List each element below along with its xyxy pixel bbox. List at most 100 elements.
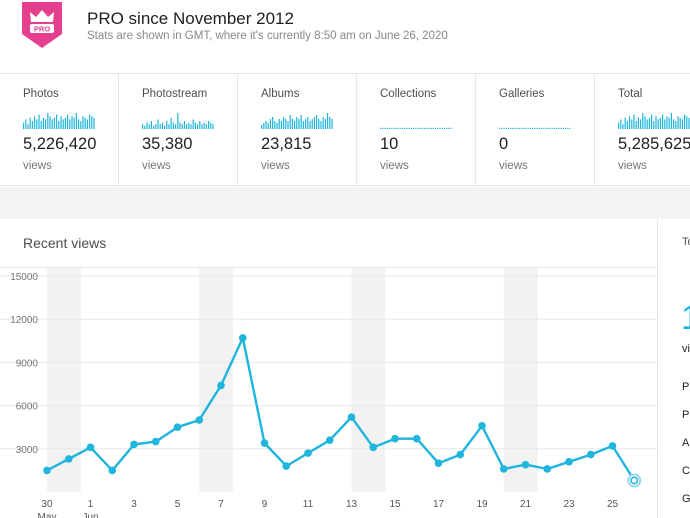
stat-card-galleries[interactable]: Galleries 0 views [476,74,595,186]
x-tick-label: 5 [175,499,181,510]
spark-bar [82,116,84,129]
spark-bar [406,127,408,129]
stat-card-albums[interactable]: Albums 23,815 views [238,74,357,186]
x-tick-label: 3 [131,499,137,510]
data-point[interactable] [282,462,291,470]
stat-card-photos[interactable]: Photos 5,226,420 views [0,74,119,186]
spark-bar [536,127,538,129]
spark-bar [49,116,51,129]
data-point[interactable] [434,459,443,467]
data-point[interactable] [608,442,617,450]
recent-views-panel: Recent views 3000 6000 9000 12000 15000 30 May… [0,219,658,518]
spark-bar [450,127,452,129]
spark-bar [545,127,547,129]
spark-bar [67,114,69,129]
spark-bar [404,127,406,129]
spark-bar [291,119,293,129]
source-item[interactable]: P [682,381,690,393]
spark-bar [164,125,166,129]
spark-bar [655,116,657,129]
pro-crown-badge-icon: PRO [22,2,62,48]
spark-bar [503,127,505,129]
x-tick-label: 19 [476,499,488,510]
spark-bar [194,122,196,129]
spark-bar [289,115,291,129]
spark-bar [417,127,419,129]
stat-card-photostream[interactable]: Photostream 35,380 views [119,74,238,186]
spark-bar [34,116,36,129]
spark-bar [287,121,289,129]
spark-bar [516,127,518,129]
spark-bar [159,124,161,129]
spark-bar [36,119,38,129]
spark-bar [618,122,620,129]
spark-bar [203,122,205,129]
data-point[interactable] [86,443,95,452]
data-point[interactable] [521,460,530,469]
spark-bar [664,119,666,129]
spark-bar [399,127,401,129]
data-point[interactable] [456,450,465,459]
x-tick-label: 21 [520,499,532,510]
spark-bar [71,116,73,129]
spark-bar [565,127,567,129]
spark-bar [197,124,199,129]
data-point[interactable] [391,434,399,443]
data-point[interactable] [412,434,421,443]
data-point[interactable] [586,450,595,459]
spark-bar [144,125,146,129]
data-point[interactable] [151,437,160,446]
spark-bar [64,117,66,129]
data-point[interactable] [43,466,51,475]
stat-card-collections[interactable]: Collections 10 views [357,74,476,186]
spark-bar [329,117,331,129]
data-point[interactable] [195,416,204,424]
data-point[interactable] [238,334,247,342]
spark-bar [186,124,188,129]
data-point[interactable] [325,436,334,444]
spark-bar [648,117,650,129]
spark-bar [276,123,278,129]
source-item[interactable]: C [682,465,690,477]
data-point[interactable] [130,440,138,449]
spark-bar [265,121,267,129]
spark-bar [441,127,443,129]
source-item[interactable]: G [682,493,690,505]
spark-bar [384,127,386,129]
x-tick-label: 9 [262,499,268,510]
data-point[interactable] [565,457,573,466]
x-tick-month-label: May [38,512,57,518]
total-views-number: 1 [681,299,690,338]
spark-bar [208,121,210,129]
spark-bar [84,117,86,129]
spark-bar [410,127,412,129]
data-point[interactable] [260,439,269,447]
data-point[interactable] [347,413,356,421]
spark-bar [199,121,201,129]
data-point[interactable] [217,381,225,390]
spark-bar [525,127,527,129]
recent-views-line-chart[interactable]: 3000 6000 9000 12000 15000 30 May 1 Jun 3 5 7 9 11 13 1… [0,268,657,518]
spark-bar [540,127,542,129]
top-tab[interactable]: To [682,236,690,248]
data-point[interactable] [369,443,378,452]
spark-bar [543,127,545,129]
spark-bar [324,119,326,129]
spark-bar [529,127,531,129]
stat-card-total[interactable]: Total 5,285,625 views [595,74,690,186]
views-unit: vi [682,343,690,355]
data-point[interactable] [499,465,508,473]
spark-bar [45,119,47,129]
sparkline-chart [261,113,333,129]
source-item[interactable]: P [682,409,690,421]
data-point[interactable] [173,423,182,431]
spark-bar [300,115,302,129]
spark-bar [538,127,540,129]
source-item[interactable]: A [682,437,690,449]
spark-bar [439,127,441,129]
data-point[interactable] [304,449,312,457]
data-point[interactable] [108,466,117,475]
data-point[interactable] [64,455,73,463]
data-point[interactable] [478,421,486,430]
data-point[interactable] [543,465,552,473]
